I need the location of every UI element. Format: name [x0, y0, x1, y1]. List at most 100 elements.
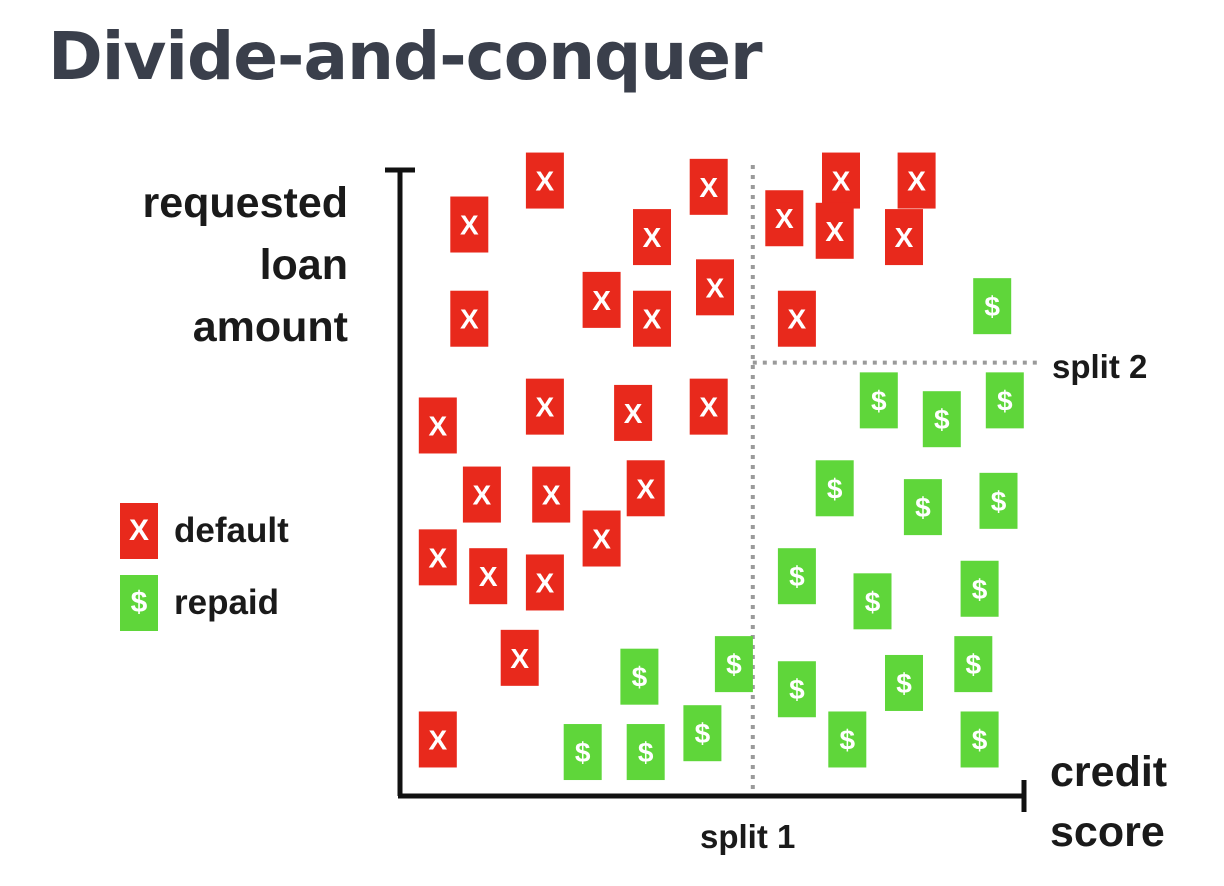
default-point-glyph: X	[592, 524, 611, 555]
repaid-point-glyph: $	[966, 649, 982, 680]
repaid-point: $	[922, 391, 961, 448]
repaid-point-glyph: $	[865, 586, 881, 617]
default-point-glyph: X	[428, 410, 447, 441]
default-point-box	[462, 466, 501, 523]
repaid-point: $	[853, 573, 892, 630]
default-point: X	[689, 158, 728, 215]
default-point: X	[765, 190, 804, 247]
repaid-point-glyph: $	[575, 737, 591, 768]
default-point-box	[418, 529, 457, 586]
repaid-point: $	[973, 278, 1012, 335]
x-axis-label-line: score	[1050, 808, 1165, 856]
default-point-glyph: X	[592, 285, 611, 316]
repaid-point-box	[985, 372, 1024, 429]
repaid-point-box	[903, 479, 942, 536]
default-point-glyph: X	[699, 172, 718, 203]
repaid-point-glyph: $	[896, 668, 912, 699]
default-point-box	[614, 384, 653, 441]
repaid-point: $	[777, 548, 816, 605]
default-point-box	[885, 209, 923, 266]
split-1-label: split 1	[700, 818, 796, 855]
default-point: X	[462, 466, 501, 523]
default-point: X	[696, 259, 734, 316]
default-point-glyph: X	[643, 222, 662, 253]
repaid-point-box	[777, 548, 816, 605]
repaid-point: $	[815, 460, 854, 517]
repaid-point-box	[683, 705, 722, 762]
default-point-glyph: X	[636, 473, 655, 504]
default-point-box	[525, 378, 564, 435]
default-point: X	[418, 397, 457, 454]
repaid-point-box	[815, 460, 854, 517]
default-point-glyph: X	[428, 724, 447, 755]
default-point: X	[525, 554, 564, 611]
repaid-point-glyph: $	[789, 561, 805, 592]
default-point-box	[525, 152, 564, 209]
default-point-glyph: X	[510, 643, 529, 674]
repaid-point-box	[954, 636, 993, 693]
default-point: X	[777, 290, 816, 347]
repaid-point: $	[960, 711, 999, 768]
repaid-point-glyph: $	[695, 718, 711, 749]
default-point-glyph: X	[895, 222, 914, 253]
default-point-glyph: X	[460, 304, 479, 335]
default-point: X	[633, 209, 671, 266]
y-axis-label-line: amount	[192, 303, 348, 351]
default-point-box	[500, 629, 539, 686]
default-point-glyph: X	[706, 272, 725, 303]
repaid-point-box	[960, 711, 999, 768]
repaid-point-box	[620, 648, 659, 705]
repaid-point-box	[853, 573, 892, 630]
repaid-point: $	[620, 648, 659, 705]
repaid-point-glyph: $	[632, 662, 648, 693]
default-point: X	[614, 384, 653, 441]
default-point-box	[815, 202, 854, 259]
default-point: X	[450, 290, 489, 347]
default-point: X	[815, 202, 854, 259]
default-point: X	[626, 460, 665, 517]
default-point: X	[500, 629, 539, 686]
repaid-point-glyph: $	[984, 291, 1000, 322]
default-point-glyph: X	[832, 166, 851, 197]
legend-label-default: default	[174, 511, 289, 550]
default-point-glyph: X	[460, 210, 479, 241]
default-point-box	[469, 548, 508, 605]
axes	[385, 167, 1027, 812]
default-point-box	[582, 510, 621, 567]
y-axis-label-line: requested	[142, 179, 348, 227]
default-marker-icon: X	[120, 503, 158, 559]
default-point-box	[777, 290, 816, 347]
default-point: X	[450, 196, 489, 253]
repaid-point-glyph: $	[972, 724, 988, 755]
default-point-box	[418, 397, 457, 454]
legend-label-repaid: repaid	[174, 583, 280, 622]
x-axis-label-line: credit	[1050, 748, 1168, 796]
repaid-point: $	[714, 636, 753, 693]
repaid-point-box	[563, 724, 602, 781]
repaid-point: $	[563, 724, 602, 781]
default-point-glyph: X	[699, 392, 718, 423]
repaid-point: $	[683, 705, 722, 762]
default-point: X	[525, 378, 564, 435]
default-point-glyph: X	[479, 561, 498, 592]
default-point-glyph: X	[542, 480, 561, 511]
repaid-point-glyph: $	[871, 385, 887, 416]
repaid-point-box	[922, 391, 961, 448]
default-point-box	[450, 196, 489, 253]
default-point-glyph: X	[825, 216, 844, 247]
split-2-label: split 2	[1052, 348, 1148, 385]
default-point-box	[696, 259, 734, 316]
repaid-point-glyph: $	[827, 473, 843, 504]
default-point-glyph: X	[536, 392, 555, 423]
default-point: X	[582, 271, 621, 328]
default-point-box	[633, 290, 671, 347]
repaid-point: $	[859, 372, 898, 429]
repaid-point-box	[714, 636, 753, 693]
y-axis-label-line: loan	[259, 241, 348, 289]
repaid-point-glyph: $	[840, 724, 856, 755]
default-point-box	[450, 290, 489, 347]
default-point: X	[897, 152, 936, 209]
legend: X default $ repaid	[120, 495, 289, 639]
repaid-point-glyph: $	[726, 649, 742, 680]
